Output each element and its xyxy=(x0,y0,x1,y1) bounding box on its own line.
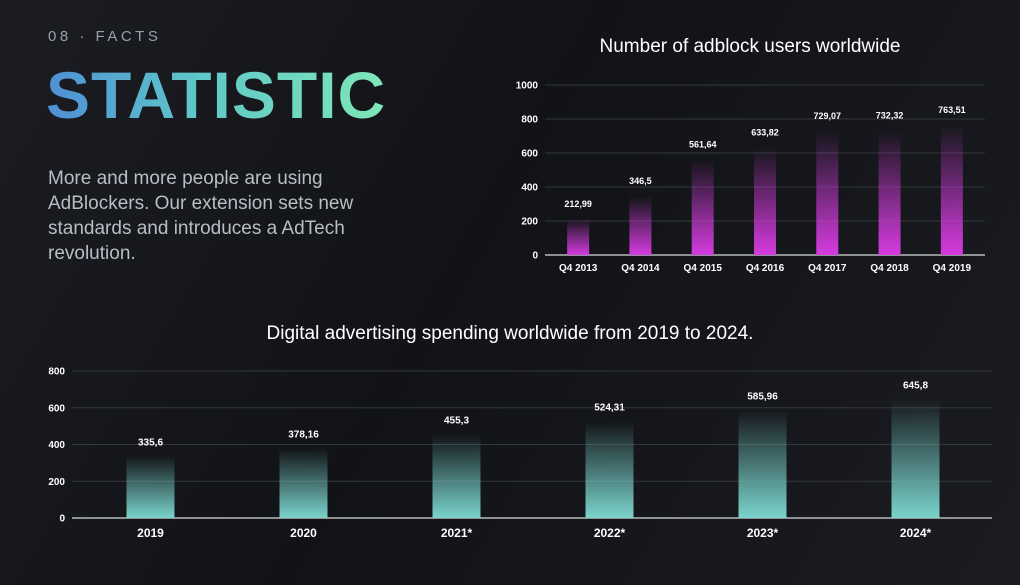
adblock-y-tick: 400 xyxy=(521,183,538,194)
adblock-users-chart: 0 200 400 600 800 1000 212,99 Q4 2013 346,5 Q4 20… xyxy=(516,81,985,274)
description-text: More and more people are using AdBlocker… xyxy=(48,168,354,264)
adblock-data-label: 732,32 xyxy=(876,111,904,121)
adspend-bar xyxy=(585,421,634,518)
adspend-data-label: 335,6 xyxy=(138,437,163,448)
adblock-data-label: 763,51 xyxy=(938,105,966,115)
adblock-bar xyxy=(567,218,590,255)
adspend-y-tick: 600 xyxy=(48,403,65,414)
adspend-chart-title: Digital advertising spending worldwide f… xyxy=(266,323,754,344)
adspend-x-tick: 2022* xyxy=(594,526,626,540)
adblock-data-label: 729,07 xyxy=(814,111,842,121)
adblock-y-tick: 800 xyxy=(521,115,538,126)
adblock-x-tick: Q4 2015 xyxy=(684,263,723,274)
adspend-y-tick: 800 xyxy=(48,367,65,378)
adspend-x-tick: 2023* xyxy=(747,526,779,540)
adspend-bar xyxy=(891,399,940,518)
adspend-x-tick: 2024* xyxy=(900,526,932,540)
adspend-data-label: 524,31 xyxy=(594,403,625,414)
adspend-x-tick: 2020 xyxy=(290,526,317,540)
adblock-data-label: 212,99 xyxy=(564,199,592,209)
section-eyebrow: 08 · FACTS xyxy=(48,28,162,45)
adblock-chart-title: Number of adblock users worldwide xyxy=(599,36,901,57)
adblock-bar xyxy=(691,159,714,255)
page-headline: STATISTIC xyxy=(46,58,387,132)
adspend-x-tick: 2021* xyxy=(441,526,473,540)
adspend-bar xyxy=(279,448,328,518)
adspend-x-tick: 2019 xyxy=(137,526,164,540)
adblock-y-tick: 1000 xyxy=(516,81,539,92)
adspend-data-label: 585,96 xyxy=(747,391,778,402)
adspend-data-label: 378,16 xyxy=(288,430,319,441)
adblock-x-tick: Q4 2014 xyxy=(621,263,660,274)
adblock-bar xyxy=(754,147,776,255)
adblock-y-tick: 600 xyxy=(521,149,538,160)
adblock-bar xyxy=(940,125,963,255)
adspend-y-tick: 400 xyxy=(48,440,65,451)
adblock-x-tick: Q4 2017 xyxy=(808,263,847,274)
adblock-y-tick: 200 xyxy=(521,217,538,228)
adspend-data-label: 455,3 xyxy=(444,415,469,426)
adspend-y-tick: 0 xyxy=(59,514,65,525)
adblock-x-tick: Q4 2018 xyxy=(870,263,909,274)
adblock-x-tick: Q4 2019 xyxy=(933,263,972,274)
adspend-bar xyxy=(432,434,481,518)
adspend-data-label: 645,8 xyxy=(903,380,928,391)
adblock-data-label: 561,64 xyxy=(689,140,717,150)
adblock-bar xyxy=(816,131,839,255)
adblock-x-tick: Q4 2013 xyxy=(559,263,598,274)
adblock-y-tick: 0 xyxy=(532,251,538,262)
adblock-bar xyxy=(629,196,652,255)
adblock-bar xyxy=(878,130,901,255)
adspend-y-tick: 200 xyxy=(48,477,65,488)
adblock-data-label: 633,82 xyxy=(751,127,779,137)
adspend-bar xyxy=(126,456,175,518)
adblock-x-tick: Q4 2016 xyxy=(746,263,785,274)
adblock-data-label: 346,5 xyxy=(629,176,652,186)
adspend-bar xyxy=(738,410,787,518)
